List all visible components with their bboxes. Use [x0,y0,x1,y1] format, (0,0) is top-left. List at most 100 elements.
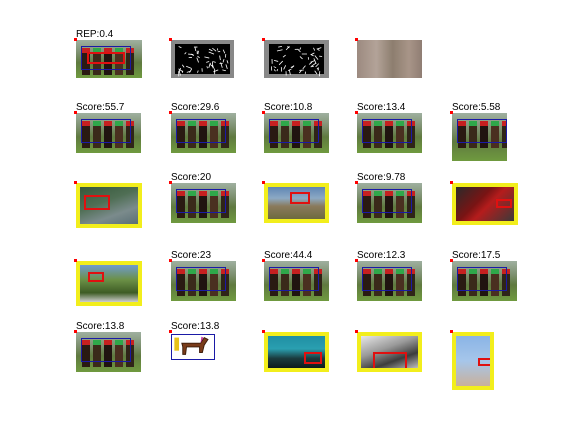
hog-stroke [186,70,191,73]
result-cell-r0-c2 [262,38,329,78]
corner-marker [450,111,453,114]
horse-rider-figure [385,269,393,296]
horse-rider-figure [469,121,477,148]
result-cell-r4-c0: Score:13.8 [74,322,141,372]
horse-rider-figure [115,121,123,148]
horse-rider-figure [281,269,289,296]
result-cell-r0-c0: REP:0.4 [74,30,142,78]
corner-marker [74,330,77,333]
score-label: Score:17.5 [452,250,501,261]
horse-rider-figure [469,269,477,296]
hog-stroke [310,52,315,56]
hog-stroke [316,67,319,71]
detection-box-red [373,352,407,368]
result-cell-r4-c4 [450,330,494,390]
result-thumbnail [264,113,329,153]
result-cell-r3-c3: Score:12.3 [355,251,422,301]
corner-marker [169,181,172,184]
horse-rider-figure [210,121,218,148]
horse-rider-figure [177,269,185,296]
hog-stroke [178,67,181,72]
corner-marker [262,259,265,262]
result-thumbnail [357,183,422,223]
detection-box-red [87,52,125,64]
hog-stroke [313,47,316,51]
horse-rider-figure [115,48,123,75]
detection-box-red [496,199,512,208]
corner-marker [355,38,358,41]
detection-box-blue [457,267,507,291]
horse-rider-figure [82,121,90,148]
corner-marker [169,38,172,41]
detection-box-red [84,195,110,210]
corner-marker [169,111,172,114]
hog-stroke [213,61,216,63]
hog-stroke [278,45,283,48]
result-thumbnail [452,113,507,161]
hog-stroke [276,69,279,72]
horse-rider-figure [458,269,466,296]
horse-body [181,336,209,355]
horse-rider-figure [104,48,112,75]
hog-stroke [317,47,322,50]
result-cell-r3-c2: Score:44.4 [262,251,329,301]
horse-rider-figure [363,121,371,148]
horse-rider-figure [188,269,196,296]
score-label: Score:29.6 [171,102,220,113]
horse-rider-figure [303,121,311,148]
hog-stroke [213,69,219,73]
horse-rider-figure [480,269,488,296]
result-thumbnail [76,183,142,228]
detection-box-blue [81,119,131,143]
horse-rider-figure [292,269,300,296]
detection-box-red [304,352,322,364]
horse-rider-figure [177,191,185,218]
horse-rider-figure [82,340,90,367]
horse-rider-figure [491,269,499,296]
hog-stroke [308,61,313,65]
result-cell-r1-c3: Score:13.4 [355,103,422,153]
result-thumbnail [264,261,329,301]
horse-rider-figure [188,191,196,218]
hog-stroke [189,68,193,73]
result-thumbnail [452,261,517,301]
score-label: Score:23 [171,250,212,261]
horse-rider-figure [281,121,289,148]
score-label: Score:20 [171,172,212,183]
result-cell-r4-c3 [355,330,422,372]
hog-stroke [184,52,187,55]
horse-rider-figure [292,121,300,148]
horse-rider-figure [491,121,499,148]
hog-stroke [212,47,217,52]
horse-rider-figure [199,191,207,218]
horse-rider-figure [270,121,278,148]
hog-stroke [208,51,215,55]
hog-stroke [288,69,291,75]
result-thumbnail [264,40,329,78]
horse-rider-figure [502,121,507,148]
corner-marker [450,259,453,262]
result-cell-r0-c3 [355,38,422,78]
horse-rider-figure [396,191,404,218]
hog-stroke [297,49,301,53]
hog-stroke [299,56,303,60]
corner-marker [262,181,265,184]
hog-stroke [302,65,306,70]
hog-background [175,44,230,74]
result-cell-r2-c4 [450,181,518,225]
score-label: Score:13.8 [76,321,125,332]
score-label: Score:12.3 [357,250,406,261]
horse-rider-figure [177,121,185,148]
hog-stroke [178,46,182,49]
hog-stroke [196,57,199,63]
detection-box-blue [457,119,507,143]
result-cell-r1-c0: Score:55.7 [74,103,141,153]
horse-rider-figure [104,121,112,148]
hog-stroke [273,60,279,62]
result-cell-r1-c4: Score:5.58 [450,103,507,161]
hog-stroke [206,61,210,63]
hog-stroke [206,66,208,69]
corner-marker [450,181,453,184]
result-cell-r3-c0 [74,259,142,306]
